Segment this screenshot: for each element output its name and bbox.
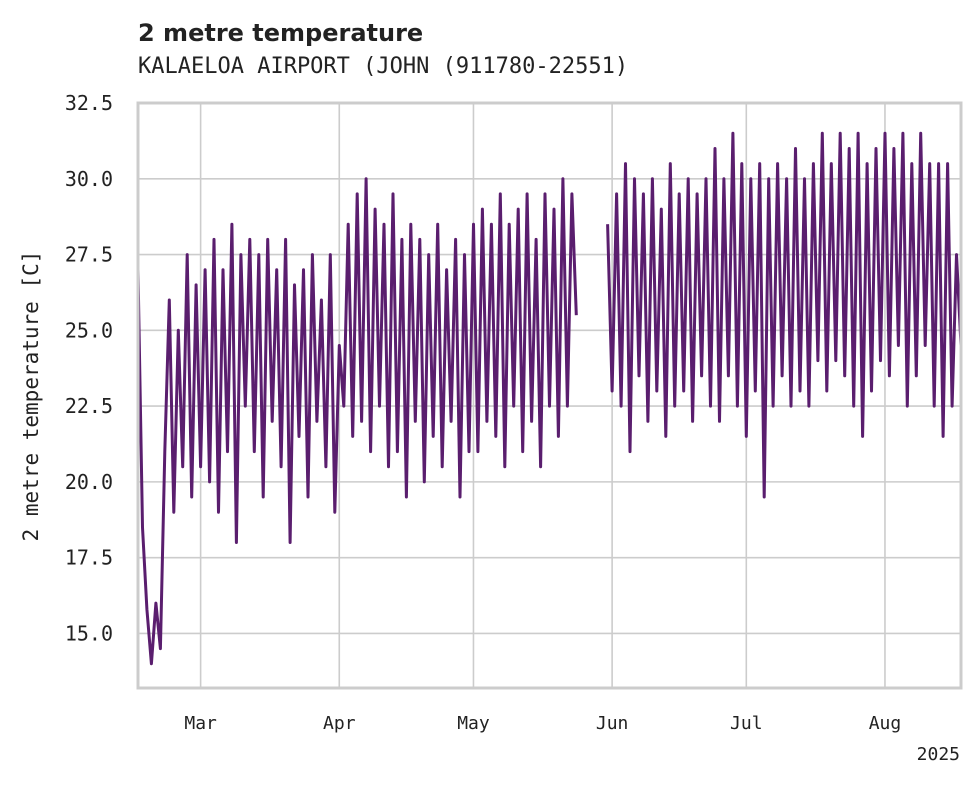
x-tick-label: May xyxy=(457,713,490,734)
plot-frame xyxy=(136,101,963,690)
x-tick-label: Jul xyxy=(730,713,763,734)
year-label: 2025 xyxy=(917,744,960,765)
x-tick-label: Apr xyxy=(323,713,356,734)
y-tick-label: 17.5 xyxy=(65,546,113,570)
x-tick-label: Mar xyxy=(184,713,217,734)
series-line xyxy=(136,131,963,666)
series-layer xyxy=(136,131,963,666)
y-tick-label: 27.5 xyxy=(65,243,113,267)
x-tick-label: Aug xyxy=(869,713,902,734)
x-axis-ticks: Mar Apr May Jun Jul Aug xyxy=(184,713,901,734)
y-tick-label: 30.0 xyxy=(65,167,113,191)
y-tick-label: 22.5 xyxy=(65,394,113,418)
y-tick-label: 20.0 xyxy=(65,470,113,494)
y-tick-label: 32.5 xyxy=(65,91,113,115)
x-tick-label: Jun xyxy=(596,713,629,734)
y-tick-label: 15.0 xyxy=(65,621,113,645)
chart-title: 2 metre temperature xyxy=(138,19,423,47)
y-tick-label: 25.0 xyxy=(65,318,113,342)
y-axis-ticks: 15.0 17.5 20.0 22.5 25.0 27.5 30.0 32.5 xyxy=(65,91,113,645)
y-axis-label: 2 metre temperature [C] xyxy=(19,251,43,542)
chart-subtitle: KALAELOA AIRPORT (JOHN (911780-22551) xyxy=(138,54,628,79)
